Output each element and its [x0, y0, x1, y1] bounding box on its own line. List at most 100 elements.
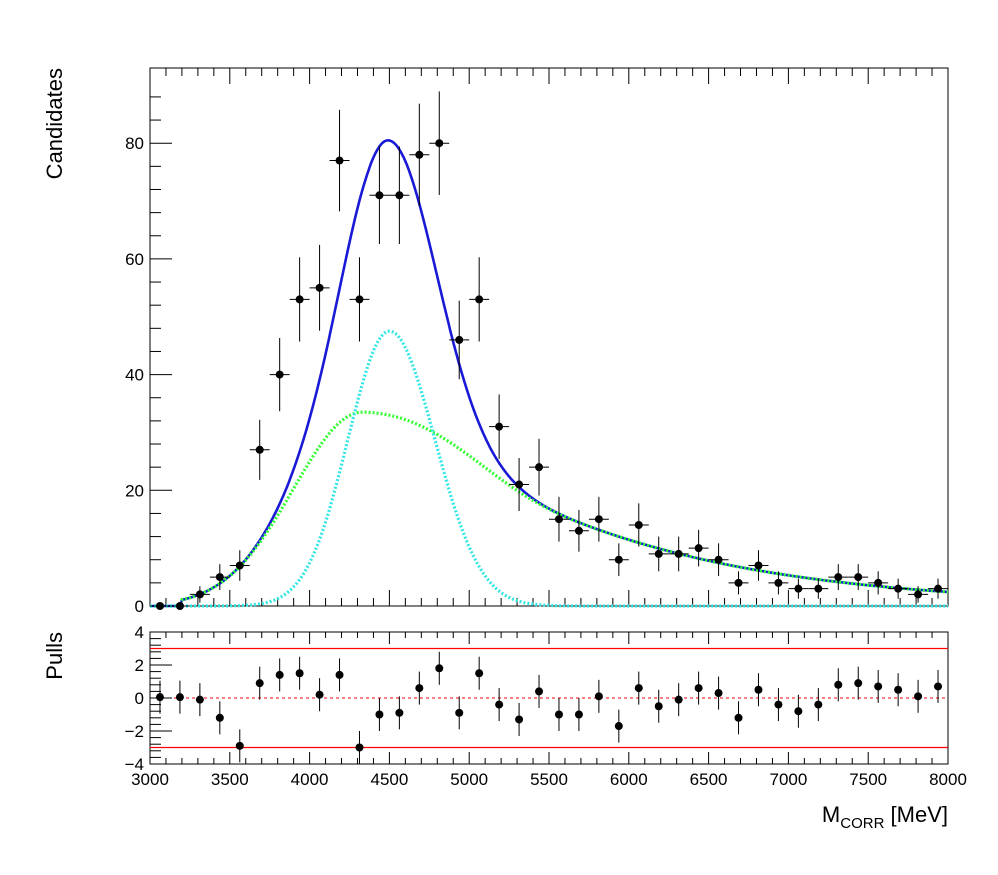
pull-point — [774, 688, 783, 722]
data-point — [189, 586, 210, 603]
pull-point — [914, 679, 923, 713]
pull-point — [255, 666, 264, 700]
data-point — [808, 578, 829, 599]
data-point — [209, 564, 230, 591]
y-tick-label: 40 — [125, 366, 144, 385]
x-tick-label: 5500 — [530, 770, 568, 789]
data-point — [150, 602, 170, 610]
data-point — [928, 578, 948, 599]
pull-point — [854, 666, 863, 700]
pull-point — [574, 698, 583, 731]
pull-point — [315, 678, 324, 712]
x-axis-label-subscript: CORR — [840, 815, 884, 832]
pull-point — [475, 656, 484, 690]
data-point — [409, 103, 430, 206]
x-tick-label: 4000 — [291, 770, 329, 789]
pull-point — [814, 688, 823, 722]
pulls-panel: −4 −2 0 2 4 3000 3500 4000 4500 5000 5500 6000 6500… — [42, 623, 967, 832]
data-point — [588, 496, 609, 542]
y-tick-label: −2 — [125, 722, 144, 741]
pulls-xtick-labels: 3000 3500 4000 4500 5000 5500 6000 6500 7000 7500… — [131, 770, 967, 789]
y-tick-label: 0 — [135, 689, 144, 708]
y-tick-label: −4 — [125, 755, 144, 774]
pull-point — [495, 688, 504, 722]
data-point — [868, 571, 889, 595]
data-point — [329, 109, 350, 212]
data-point — [169, 602, 190, 610]
pull-point — [215, 701, 224, 735]
data-point — [429, 91, 450, 195]
pull-point — [275, 658, 284, 692]
data-point — [289, 257, 310, 342]
data-point — [648, 536, 669, 572]
pull-point — [894, 673, 903, 707]
data-point — [788, 578, 809, 599]
x-tick-label: 6000 — [610, 770, 648, 789]
pull-point — [654, 689, 663, 723]
data-point — [529, 438, 549, 496]
curve-component-2 — [150, 329, 948, 608]
pull-point — [155, 680, 164, 714]
x-axis-label: MCORR [MeV] — [822, 802, 948, 832]
main-ticks — [149, 68, 949, 607]
data-point — [369, 146, 390, 245]
data-point — [229, 550, 250, 581]
data-point — [708, 543, 729, 577]
pull-point — [554, 698, 563, 731]
main-ylabel: Candidates — [42, 68, 67, 179]
data-point — [848, 564, 869, 591]
pull-point — [235, 729, 244, 763]
pull-point — [674, 683, 683, 717]
x-tick-label: 3500 — [211, 770, 249, 789]
data-point — [628, 503, 649, 547]
data-point — [728, 571, 749, 595]
data-point — [309, 244, 330, 331]
main-points — [150, 91, 948, 610]
y-tick-label: 20 — [125, 481, 144, 500]
data-point — [608, 543, 629, 577]
data-point — [249, 419, 270, 480]
pull-point — [435, 651, 444, 685]
pull-point — [594, 679, 603, 713]
x-tick-label: 4500 — [370, 770, 408, 789]
data-point — [449, 300, 470, 380]
data-point — [489, 394, 510, 459]
data-point — [908, 586, 929, 603]
data-point — [549, 496, 569, 542]
data-point — [748, 550, 769, 581]
pull-point — [794, 694, 803, 728]
main-curves — [150, 138, 949, 608]
x-tick-label: 6500 — [690, 770, 728, 789]
pull-point — [515, 702, 524, 736]
data-point — [469, 257, 490, 342]
x-tick-label: 7500 — [849, 770, 887, 789]
x-tick-label: 3000 — [131, 770, 169, 789]
pull-point — [754, 673, 763, 707]
pull-point — [335, 658, 344, 692]
x-tick-label: 7000 — [769, 770, 807, 789]
pull-point — [295, 656, 304, 690]
pulls-ticks — [149, 631, 949, 765]
pull-point — [834, 668, 843, 702]
x-tick-label: 5000 — [450, 770, 488, 789]
data-point — [269, 338, 290, 412]
pulls-ylabel: Pulls — [42, 632, 67, 680]
pulls-ytick-labels: −4 −2 0 2 4 — [125, 623, 144, 774]
x-axis-label-main: M — [822, 802, 840, 827]
pull-point — [614, 709, 623, 743]
y-tick-label: 4 — [135, 623, 144, 642]
pulls-reference-lines — [150, 647, 948, 749]
pull-point — [734, 701, 743, 735]
pull-point — [934, 669, 943, 703]
y-tick-label: 80 — [125, 134, 144, 153]
pull-point — [714, 676, 723, 710]
data-point — [828, 564, 849, 591]
pull-point — [455, 696, 464, 730]
pull-point — [634, 671, 643, 705]
pull-point — [535, 674, 544, 708]
pulls-points — [155, 651, 943, 764]
pull-point — [415, 671, 424, 705]
pull-point — [874, 669, 883, 703]
data-point — [568, 509, 589, 552]
curve-total — [150, 138, 949, 608]
